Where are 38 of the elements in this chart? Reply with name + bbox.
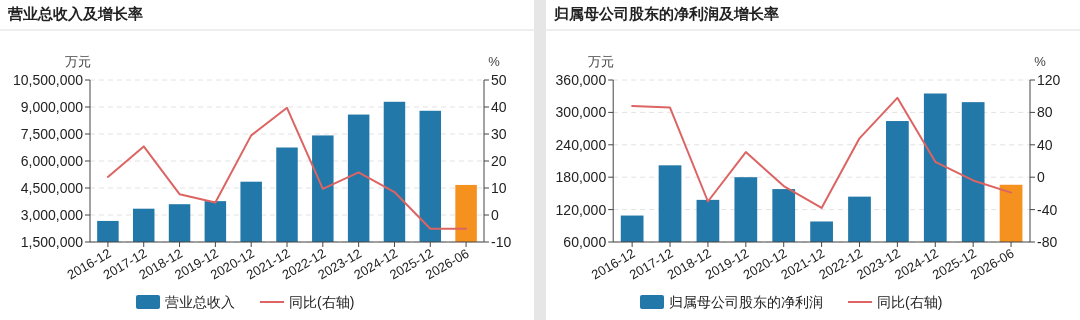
line-series <box>631 96 1013 209</box>
y-tick-label: 7,500,000 <box>20 126 84 142</box>
y2-tick-label: 20 <box>491 153 507 169</box>
y-axis-title: 万元 <box>588 54 615 69</box>
y2-tick-label: 80 <box>1037 104 1053 121</box>
y2-tick-label: 0 <box>1037 169 1045 186</box>
y2-tick-label: 10 <box>491 180 507 196</box>
y-tick-label: 240,000 <box>555 136 607 153</box>
y-tick-label: 4,500,000 <box>20 180 84 196</box>
y-tick-label: 300,000 <box>555 104 607 121</box>
y2-axis-title: % <box>488 54 501 69</box>
y2-tick-label: -10 <box>491 234 512 250</box>
y-tick-label: 6,000,000 <box>20 153 84 169</box>
y2-tick-label: 40 <box>491 99 507 115</box>
y-tick-label: 3,000,000 <box>20 207 84 223</box>
y2-tick-label: -80 <box>1037 234 1058 250</box>
y2-tick-label: 50 <box>491 72 507 88</box>
y-tick-label: 360,000 <box>555 72 607 88</box>
y-tick-label: 1,500,000 <box>20 234 84 250</box>
legend-label: 同比(右轴) <box>289 294 355 310</box>
y-tick-label: 120,000 <box>555 201 607 218</box>
y-tick-label: 60,000 <box>563 234 607 250</box>
y2-tick-label: 120 <box>1037 72 1061 88</box>
legend-label: 营业总收入 <box>165 294 235 310</box>
y2-tick-label: 30 <box>491 126 507 142</box>
chart-title: 营业总收入及增长率 <box>7 5 143 22</box>
y2-tick-label: 40 <box>1037 136 1053 153</box>
chart-title: 归属母公司股东的净利润及增长率 <box>553 5 779 22</box>
y-tick-label: 10,500,000 <box>12 72 84 88</box>
y-tick-label: 9,000,000 <box>20 99 84 115</box>
legend-label: 同比(右轴) <box>877 294 943 310</box>
y2-tick-label: -40 <box>1037 201 1058 218</box>
y-axis-title: 万元 <box>65 54 91 69</box>
y2-axis-title: % <box>1034 54 1047 69</box>
y2-tick-label: 0 <box>491 207 499 223</box>
legend-label: 归属母公司股东的净利润 <box>669 294 823 310</box>
y-tick-label: 180,000 <box>555 169 607 186</box>
line-series <box>106 106 468 230</box>
